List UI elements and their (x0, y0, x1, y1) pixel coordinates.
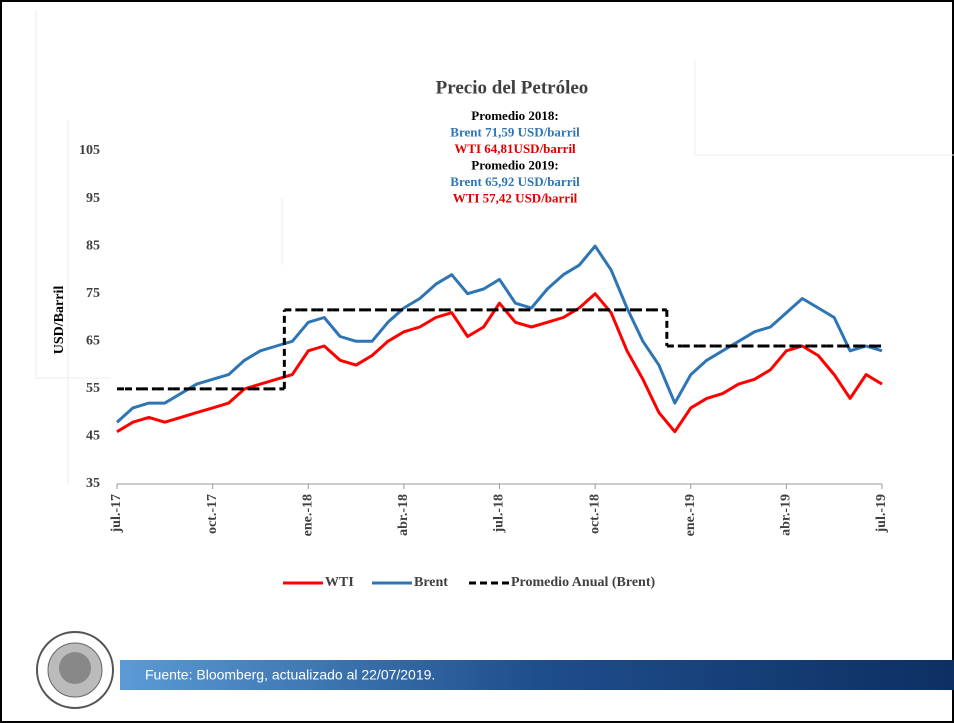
y-tick-label: 45 (86, 429, 100, 444)
y-tick-label: 75 (86, 286, 100, 301)
y-tick-label: 35 (86, 476, 100, 491)
legend-label: Brent (414, 575, 448, 590)
annotation: Brent 65,92 USD/barril (450, 174, 580, 189)
annotation: WTI 64,81USD/barril (454, 141, 576, 156)
series-line (115, 244, 883, 424)
annotation: Brent 71,59 USD/barril (450, 124, 580, 139)
source-note: Fuente: Bloomberg, actualizado al 22/07/… (145, 667, 435, 683)
annotation: Promedio 2018: (471, 108, 559, 123)
x-tick-label: jul.-18 (492, 494, 507, 534)
x-tick-label: oct.-17 (205, 494, 220, 534)
logo (36, 631, 114, 709)
y-tick-label: 95 (86, 191, 100, 206)
footer-bar (120, 660, 954, 690)
x-tick-label: abr.-18 (396, 494, 411, 536)
background-decoration (35, 10, 954, 484)
legend-label: WTI (325, 575, 354, 590)
chart-title: Precio del Petróleo (436, 77, 589, 98)
y-tick-label: 85 (86, 238, 100, 253)
y-tick-label: 65 (86, 334, 100, 349)
x-tick-label: ene.-19 (683, 494, 698, 536)
x-tick-label: jul.-19 (874, 494, 889, 534)
series-line (116, 292, 883, 434)
x-tick-label: oct.-18 (587, 494, 602, 534)
y-tick-label: 105 (79, 143, 100, 158)
legend-label: Promedio Anual (Brent) (511, 575, 655, 590)
y-tick-label: 55 (86, 381, 100, 396)
y-axis-label: USD/Barril (52, 286, 67, 355)
x-tick-label: ene.-18 (300, 494, 315, 536)
annotation: Promedio 2019: (471, 157, 559, 172)
x-tick-label: jul.-17 (109, 494, 124, 534)
annotation: WTI 57,42 USD/barril (453, 190, 578, 205)
x-tick-label: abr.-19 (779, 494, 794, 536)
